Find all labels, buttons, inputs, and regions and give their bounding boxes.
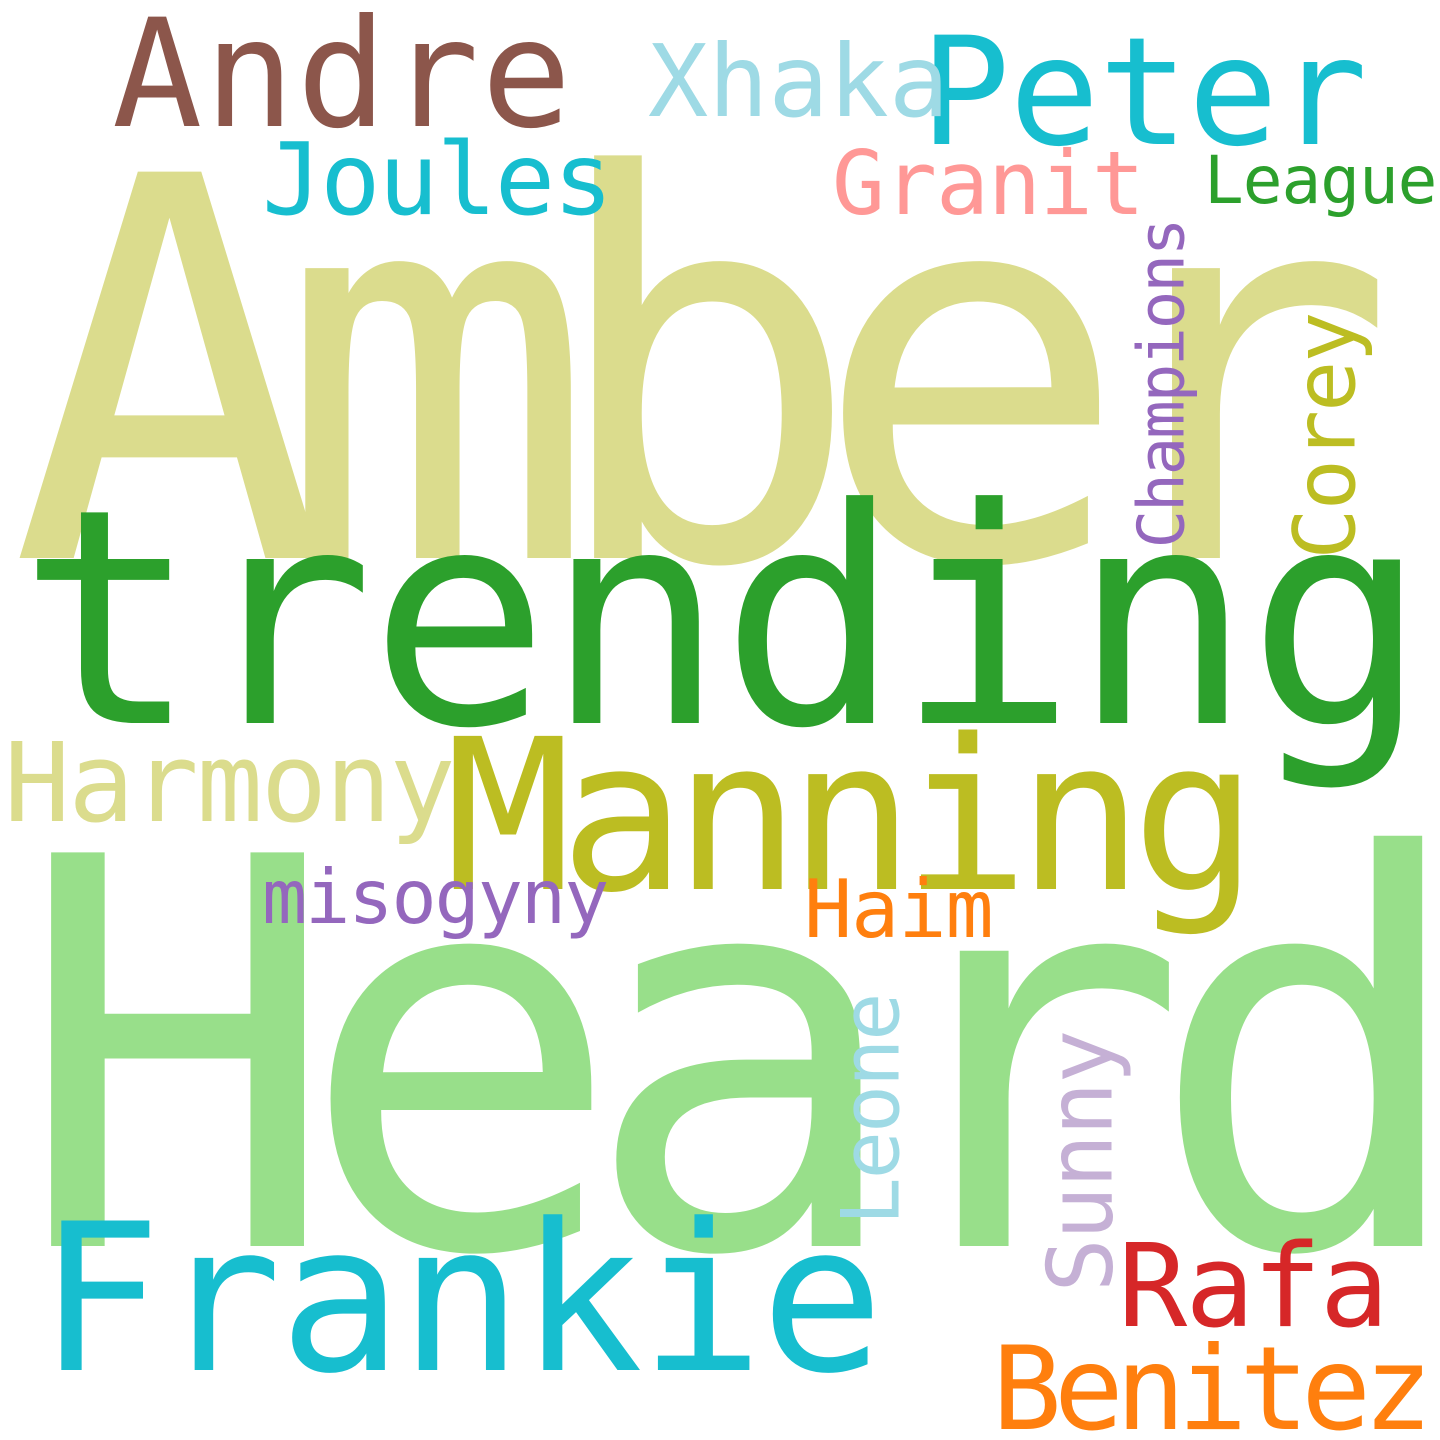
word-granit: Granit [832,132,1145,235]
word-peter: Peter [920,6,1368,180]
word-harmony: Harmony [4,719,456,847]
word-sunny: Sunny [1028,1031,1134,1293]
word-amber: Amber [10,66,1397,683]
word-leone: Leone [824,994,918,1226]
word-rafa: Rafa [1118,1220,1389,1354]
word-trending: trending [18,445,1428,794]
word-champions: Champions [1125,219,1200,549]
word-heard: Heard [15,746,1440,1374]
word-haim: Haim [804,863,994,956]
word-andre: Andre [112,0,574,162]
word-league: League [1204,142,1437,219]
word-xhaka: Xhaka [648,23,950,140]
word-misogyny: misogyny [262,853,609,941]
word-corey: Corey [1276,313,1376,560]
word-joules: Joules [262,121,613,238]
word-benitez: Benitez [992,1322,1433,1440]
word-manning: Manning [445,694,1258,939]
word-frankie: Frankie [38,1181,884,1419]
